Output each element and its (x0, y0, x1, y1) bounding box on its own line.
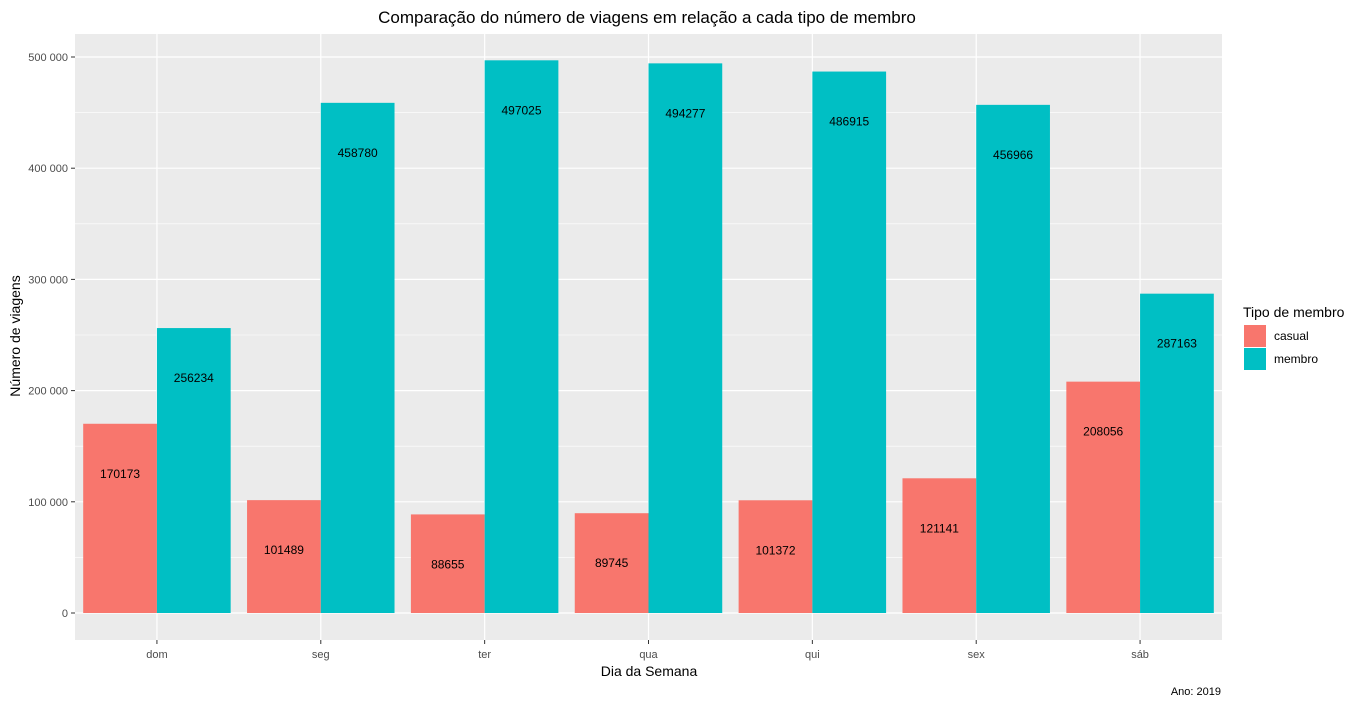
bar-membro-dom (156, 328, 231, 613)
bar-casual-sex (902, 478, 977, 613)
data-label-membro-qui: 486915 (829, 115, 869, 129)
bar-casual-dom (83, 423, 157, 613)
y-tick-label: 500 000 (28, 52, 68, 64)
data-label-membro-ter: 497025 (501, 103, 541, 117)
bar-membro-sáb (1140, 293, 1214, 613)
data-label-casual-sex: 121141 (920, 521, 959, 535)
data-label-membro-dom: 256234 (174, 371, 214, 385)
data-label-casual-seg: 101489 (264, 543, 304, 557)
y-tick-label: 300 000 (28, 274, 68, 286)
chart-title: Comparação do número de viagens em relaç… (378, 8, 916, 27)
x-tick-label-qui: qui (805, 649, 820, 661)
x-tick-label-qua: qua (639, 649, 658, 661)
bars (83, 60, 1214, 614)
legend-key-casual (1244, 325, 1266, 347)
legend-label-membro: membro (1274, 352, 1318, 366)
y-axis: 0 100 000 200 000 300 000 400 000 500 000 (28, 52, 75, 620)
data-label-membro-sáb: 287163 (1157, 337, 1197, 351)
bar-casual-ter (410, 514, 485, 613)
legend-key-membro (1244, 348, 1266, 370)
x-tick-label-dom: dom (146, 649, 167, 661)
bar-casual-qua (574, 513, 649, 613)
legend: Tipo de membro casual membro (1243, 304, 1345, 370)
x-axis-title: Dia da Semana (601, 663, 698, 679)
data-label-casual-qui: 101372 (755, 543, 795, 557)
data-label-membro-qua: 494277 (665, 106, 705, 120)
y-tick-label: 200 000 (28, 386, 68, 398)
x-tick-label-sex: sex (968, 649, 986, 661)
bar-membro-qui (812, 71, 887, 613)
data-labels: 170173 256234 101489 458780 88655 497025 89745… (100, 103, 1197, 571)
y-tick-label: 100 000 (28, 497, 68, 509)
y-axis-title: Número de viagens (7, 275, 23, 396)
caption: Ano: 2019 (1171, 686, 1221, 698)
bar-casual-sáb (1066, 381, 1141, 613)
legend-label-casual: casual (1274, 329, 1309, 343)
legend-title: Tipo de membro (1243, 304, 1345, 320)
bar-membro-sex (976, 104, 1050, 613)
bar-casual-seg (247, 500, 321, 613)
y-tick-label: 400 000 (28, 163, 68, 175)
legend-items: casual membro (1244, 325, 1318, 370)
bar-casual-qui (738, 500, 813, 613)
y-tick-label: 0 (62, 608, 68, 620)
data-label-casual-ter: 88655 (431, 557, 465, 571)
data-label-casual-dom: 170173 (100, 467, 140, 481)
data-label-casual-qua: 89745 (595, 556, 629, 570)
bar-membro-ter (484, 60, 559, 613)
data-label-casual-sáb: 208056 (1083, 425, 1123, 439)
x-axis: dom seg ter qua qui sex sáb (146, 640, 1149, 661)
bar-membro-seg (320, 102, 395, 613)
x-tick-label-ter: ter (478, 649, 491, 661)
x-tick-label-sáb: sáb (1131, 649, 1149, 661)
data-label-membro-sex: 456966 (993, 148, 1033, 162)
bar-membro-qua (648, 63, 723, 614)
x-tick-label-seg: seg (312, 649, 330, 661)
data-label-membro-seg: 458780 (338, 146, 378, 160)
